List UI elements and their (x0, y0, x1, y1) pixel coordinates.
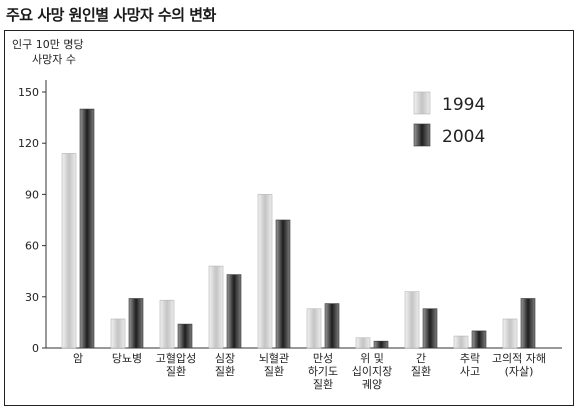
legend-swatch-2004 (413, 123, 431, 147)
x-category-label: 고혈압성 (156, 351, 196, 365)
legend-label: 1994 (442, 95, 485, 115)
bar-2004 (226, 274, 242, 349)
bar-2004 (275, 219, 291, 349)
bar-2004 (324, 303, 340, 349)
bar-2004 (471, 330, 487, 349)
chart-title: 주요 사망 원인별 사망자 수의 변화 (6, 6, 216, 24)
x-category-label: 하기도 (308, 364, 338, 378)
x-category-label: 뇌혈관 (259, 351, 289, 365)
y-tick-label: 60 (25, 240, 39, 253)
legend-swatch-1994 (413, 91, 431, 115)
y-tick-label: 90 (25, 188, 39, 201)
y-tick-label: 0 (32, 342, 39, 355)
x-category-label: 심장 (215, 352, 235, 365)
y-axis-label: 인구 10만 명당 (12, 38, 84, 51)
x-category-label: 만성 (313, 352, 333, 365)
bar-2004 (422, 308, 438, 349)
x-category-label: 사고 (460, 365, 480, 378)
bar-2004 (373, 340, 389, 349)
x-category-label: 암 (73, 352, 83, 365)
bar-1994 (61, 153, 77, 349)
x-category-label: 질환 (411, 365, 431, 378)
x-category-label: 간 (416, 352, 426, 365)
y-axis-label: 사망자 수 (32, 53, 76, 66)
x-category-label: 고의적 자해 (492, 351, 546, 365)
y-tick-label: 30 (25, 291, 39, 304)
bar-1994 (404, 291, 420, 349)
bar-2004 (177, 323, 193, 349)
bar-2004 (128, 298, 144, 349)
x-category-label: 십이지장 (352, 365, 392, 378)
bar-1994 (355, 337, 371, 349)
x-category-label: 질환 (215, 365, 235, 378)
x-category-label: 질환 (166, 365, 186, 378)
y-tick-label: 120 (18, 137, 39, 150)
bar-1994 (110, 318, 126, 349)
bar-1994 (257, 194, 273, 349)
bar-1994 (453, 335, 469, 349)
bar-1994 (208, 265, 224, 349)
x-category-label: (자살) (505, 365, 534, 378)
x-category-label: 질환 (264, 365, 284, 378)
bar-1994 (502, 318, 518, 349)
x-category-label: 질환 (313, 378, 333, 391)
bar-2004 (520, 298, 536, 349)
bar-1994 (306, 308, 322, 349)
y-tick-label: 150 (18, 86, 39, 99)
x-category-label: 추락 (460, 352, 480, 365)
bar-2004 (79, 108, 95, 349)
x-category-label: 당뇨병 (112, 352, 142, 365)
legend-label: 2004 (442, 127, 485, 147)
bar-1994 (159, 299, 175, 349)
x-category-label: 궤양 (362, 378, 382, 391)
x-category-label: 위 및 (360, 352, 384, 365)
chart-frame (4, 30, 574, 406)
